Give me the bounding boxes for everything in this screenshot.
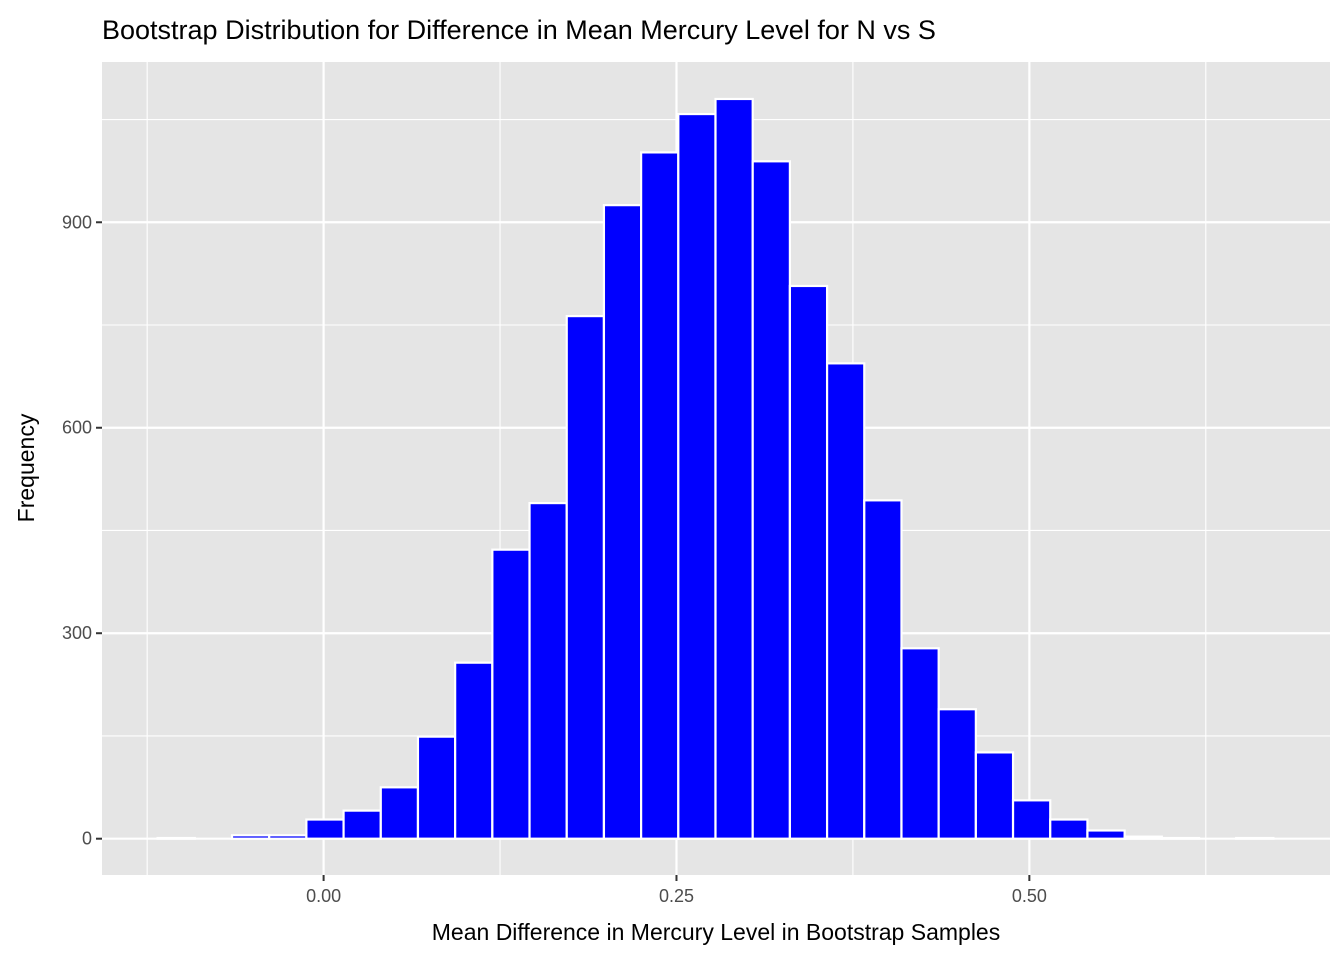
histogram-bar [454,661,494,840]
chart-title: Bootstrap Distribution for Difference in… [102,15,936,45]
histogram-bar [602,204,643,840]
histogram-bar [305,818,345,840]
histogram-bar [1049,818,1089,840]
histogram-bar [714,97,754,840]
y-tick-label: 600 [62,418,92,438]
y-tick-label: 900 [62,212,92,232]
histogram-bar [974,751,1015,840]
histogram-bar [342,809,382,840]
histogram-bar [937,708,977,840]
histogram-bar [825,362,866,840]
histogram-bar [416,735,457,840]
histogram-bar [863,499,903,840]
histogram-bar [677,112,717,840]
histogram-bar [379,786,420,840]
histogram-bar [528,501,568,840]
histogram-bar [565,315,606,840]
histogram-bar [268,834,308,840]
x-tick-label: 0.25 [659,886,694,906]
histogram-bar [1123,835,1163,840]
histogram-bar [491,548,531,840]
histogram-bar [640,151,680,840]
histogram-bar [788,284,829,840]
y-tick-label: 300 [62,623,92,643]
histogram-bar [900,647,940,840]
histogram-bar [1235,836,1275,840]
histogram-bar [230,834,271,840]
histogram-bar [156,836,196,840]
histogram-bar [1160,836,1201,840]
x-axis-label: Mean Difference in Mercury Level in Boot… [432,919,1000,945]
histogram-bar [751,160,791,840]
histogram-bar [1086,829,1126,840]
x-tick-label: 0.50 [1012,886,1047,906]
y-axis-label: Frequency [13,413,39,522]
x-tick-label: 0.00 [306,886,341,906]
y-tick-label: 0 [82,829,92,849]
histogram-bar [1011,799,1052,840]
